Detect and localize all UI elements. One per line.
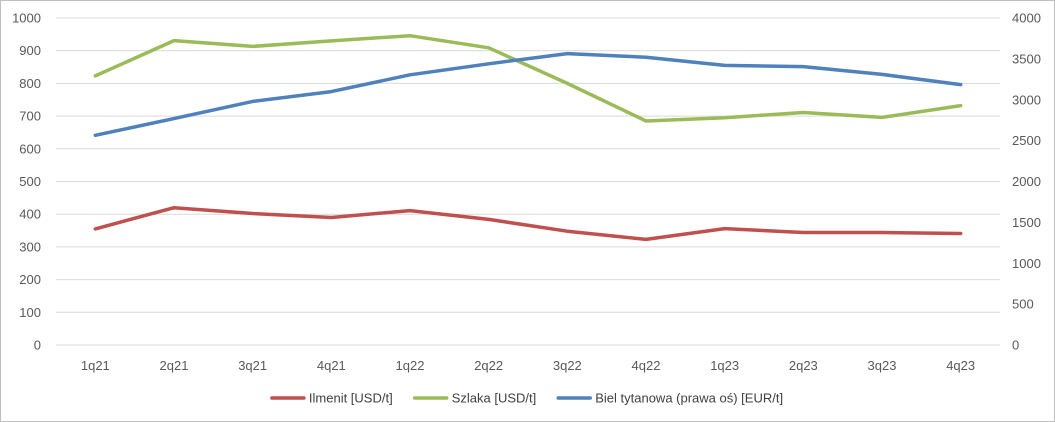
left-tick-label: 200 bbox=[19, 272, 41, 287]
left-tick-label: 700 bbox=[19, 109, 41, 124]
legend: Ilmenit [USD/t] Szlaka [USD/t] Biel tytano… bbox=[270, 391, 783, 406]
right-tick-label: 1000 bbox=[1012, 256, 1041, 271]
right-tick-label: 2000 bbox=[1012, 174, 1041, 189]
right-axis-ticks: 0 500 1000 1500 2000 2500 3000 3500 4000 bbox=[1012, 11, 1041, 353]
x-tick-label: 4q21 bbox=[317, 358, 346, 373]
right-tick-label: 3000 bbox=[1012, 92, 1041, 107]
legend-label: Biel tytanowa (prawa oś) [EUR/t] bbox=[595, 391, 783, 406]
left-tick-label: 900 bbox=[19, 43, 41, 58]
right-tick-label: 2500 bbox=[1012, 133, 1041, 148]
gridlines bbox=[56, 17, 1000, 346]
left-tick-label: 800 bbox=[19, 76, 41, 91]
x-tick-label: 1q22 bbox=[396, 358, 425, 373]
x-tick-label: 1q23 bbox=[710, 358, 739, 373]
left-tick-label: 600 bbox=[19, 141, 41, 156]
legend-label: Ilmenit [USD/t] bbox=[309, 391, 393, 406]
right-tick-label: 3500 bbox=[1012, 51, 1041, 66]
x-tick-label: 2q22 bbox=[474, 358, 503, 373]
right-tick-label: 500 bbox=[1012, 297, 1034, 312]
x-tick-label: 3q21 bbox=[238, 358, 267, 373]
x-axis-ticks: 1q21 2q21 3q21 4q21 1q22 2q22 3q22 4q22 1q23 2q23… bbox=[81, 358, 975, 373]
left-tick-label: 300 bbox=[19, 239, 41, 254]
x-tick-label: 3q22 bbox=[553, 358, 582, 373]
legend-item: Szlaka [USD/t] bbox=[412, 391, 537, 406]
left-tick-label: 400 bbox=[19, 207, 41, 222]
right-tick-label: 0 bbox=[1012, 338, 1019, 353]
x-tick-label: 2q23 bbox=[789, 358, 818, 373]
left-tick-label: 1000 bbox=[12, 11, 41, 26]
left-tick-label: 0 bbox=[34, 338, 41, 353]
legend-item: Ilmenit [USD/t] bbox=[270, 391, 393, 406]
series-line bbox=[93, 33, 963, 123]
series-line bbox=[93, 205, 963, 242]
legend-item: Biel tytanowa (prawa oś) [EUR/t] bbox=[556, 391, 783, 406]
left-tick-label: 100 bbox=[19, 305, 41, 320]
x-tick-label: 4q23 bbox=[946, 358, 975, 373]
x-tick-label: 3q23 bbox=[868, 358, 897, 373]
left-axis-ticks: 0 100 200 300 400 500 600 700 800 900 1000 bbox=[12, 11, 41, 353]
series-lines bbox=[93, 33, 963, 242]
right-tick-label: 1500 bbox=[1012, 215, 1041, 230]
x-tick-label: 1q21 bbox=[81, 358, 110, 373]
series-line bbox=[93, 51, 963, 138]
right-tick-label: 4000 bbox=[1012, 11, 1041, 26]
x-tick-label: 2q21 bbox=[160, 358, 189, 373]
legend-label: Szlaka [USD/t] bbox=[452, 391, 537, 406]
left-tick-label: 500 bbox=[19, 174, 41, 189]
x-tick-label: 4q22 bbox=[632, 358, 661, 373]
